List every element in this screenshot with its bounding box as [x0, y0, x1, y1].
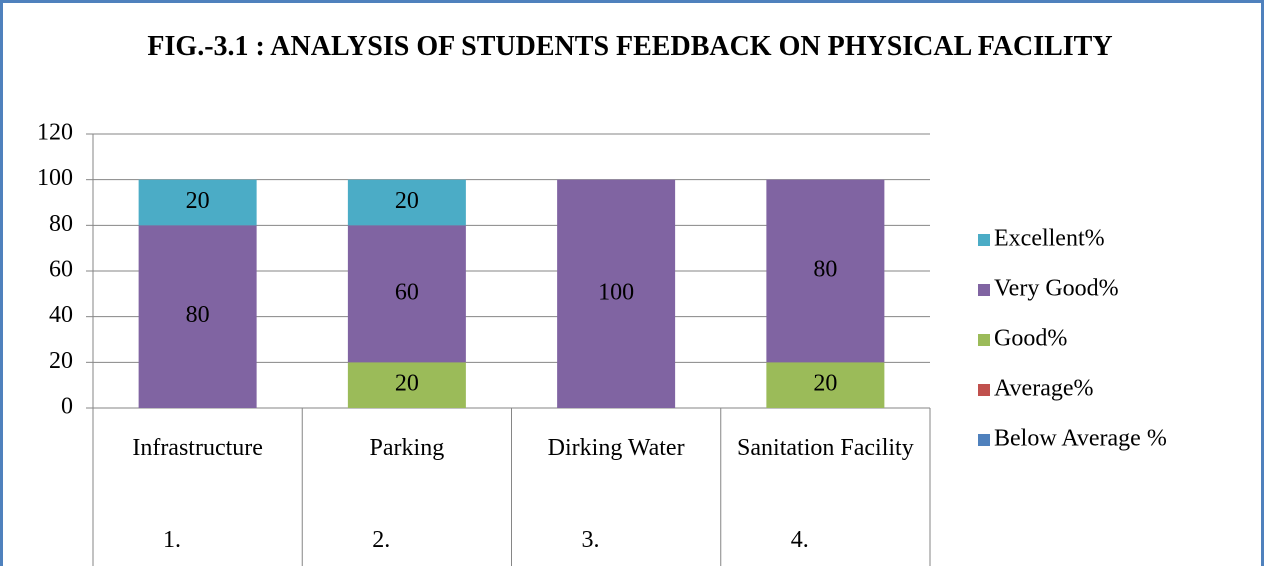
legend-label: Very Good% [994, 276, 1119, 302]
x-group-label: 2. [372, 527, 391, 553]
y-tick-label: 120 [37, 120, 73, 146]
legend-label: Average% [994, 376, 1094, 402]
x-tick-label: Sanitation Facility [737, 435, 914, 461]
legend-swatch [978, 434, 990, 446]
bar-segment [138, 179, 257, 226]
y-tick-label: 100 [37, 165, 73, 191]
x-group-label: 3. [581, 527, 600, 553]
legend-swatch [978, 334, 990, 346]
x-tick-label: Dirking Water [547, 435, 685, 461]
bar-segment [766, 362, 885, 408]
x-group-label: 4. [790, 527, 809, 553]
data-label: 80 [186, 302, 210, 328]
x-group-label: 1. [163, 527, 181, 553]
data-label: 60 [395, 279, 419, 305]
legend-swatch [978, 384, 990, 396]
bar-segment [557, 179, 676, 408]
legend-label: Good% [994, 326, 1067, 352]
bar-segment [766, 179, 885, 363]
y-tick-label: 60 [49, 257, 73, 283]
legend-label: Excellent% [994, 226, 1105, 252]
x-tick-label: Infrastructure [132, 435, 263, 461]
data-label: 20 [395, 371, 419, 397]
bar-segment [138, 225, 257, 408]
bar-segment [347, 362, 466, 408]
bar-segment [347, 225, 466, 363]
data-label: 20 [813, 371, 837, 397]
y-tick-label: 20 [49, 348, 73, 374]
data-label: 20 [186, 188, 210, 214]
legend-label: Below Average % [994, 426, 1167, 452]
x-tick-label: Parking [369, 435, 445, 461]
data-label: 100 [598, 279, 634, 305]
chart-title: FIG.-3.1 : ANALYSIS OF STUDENTS FEEDBACK… [147, 31, 1113, 62]
y-tick-label: 40 [49, 302, 73, 328]
legend-swatch [978, 234, 990, 246]
bar-segment [347, 179, 466, 226]
data-label: 80 [813, 257, 837, 283]
data-label: 20 [395, 188, 419, 214]
legend-swatch [978, 284, 990, 296]
y-tick-label: 80 [49, 211, 73, 237]
y-tick-label: 0 [61, 394, 73, 420]
